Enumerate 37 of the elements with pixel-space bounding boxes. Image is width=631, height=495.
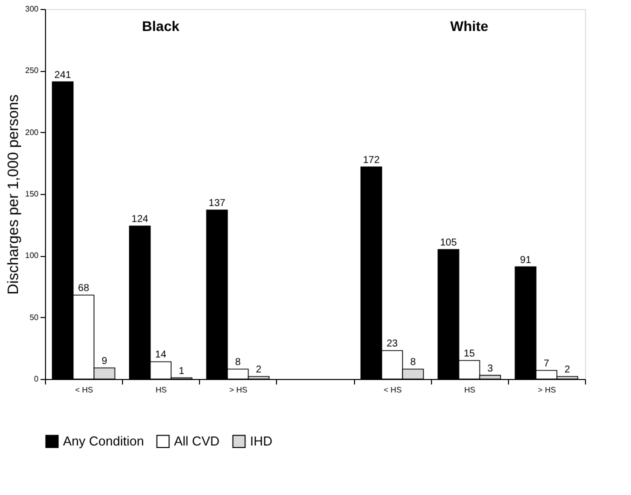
y-tick-label: 150: [25, 190, 40, 198]
x-tick-label: HS: [156, 386, 167, 394]
y-tick-label: 100: [25, 251, 40, 260]
data-label: 241: [54, 70, 72, 81]
y-tick-label: 50: [30, 312, 40, 322]
data-label: 8: [235, 357, 242, 368]
y-tick-label: 250: [25, 66, 40, 76]
data-label: 7: [544, 358, 550, 370]
x-tick-label: < HS: [384, 386, 402, 394]
annotation: Black: [142, 18, 180, 34]
x-tick-label: > HS: [229, 386, 248, 394]
data-label: 172: [362, 154, 380, 166]
legend-label: All CVD: [174, 433, 220, 448]
data-label: 14: [155, 350, 167, 361]
y-axis-title: Discharges per 1,000 persons: [5, 94, 22, 295]
y-tick-label: 200: [25, 128, 40, 137]
data-label: 23: [386, 338, 398, 350]
data-label: 9: [102, 356, 108, 367]
data-label: 2: [564, 364, 570, 376]
data-label: 91: [520, 254, 532, 266]
data-label: 8: [410, 357, 416, 368]
data-label: 15: [464, 348, 476, 360]
y-tick-label: 300: [25, 4, 40, 14]
x-tick-label: HS: [464, 386, 476, 394]
y-tick-label: 0: [34, 374, 40, 384]
data-label: 68: [78, 283, 90, 294]
data-label: 2: [256, 364, 262, 376]
legend-label: Any Condition: [63, 433, 144, 448]
data-label: 124: [132, 214, 149, 226]
data-label: 1: [178, 366, 185, 377]
x-tick-label: < HS: [75, 386, 94, 394]
legend-label: IHD: [250, 433, 272, 448]
data-label: 105: [440, 238, 458, 248]
data-label: 3: [487, 363, 494, 374]
data-label: 137: [208, 198, 226, 210]
annotation: White: [450, 18, 489, 34]
x-tick-label: > HS: [538, 386, 556, 394]
